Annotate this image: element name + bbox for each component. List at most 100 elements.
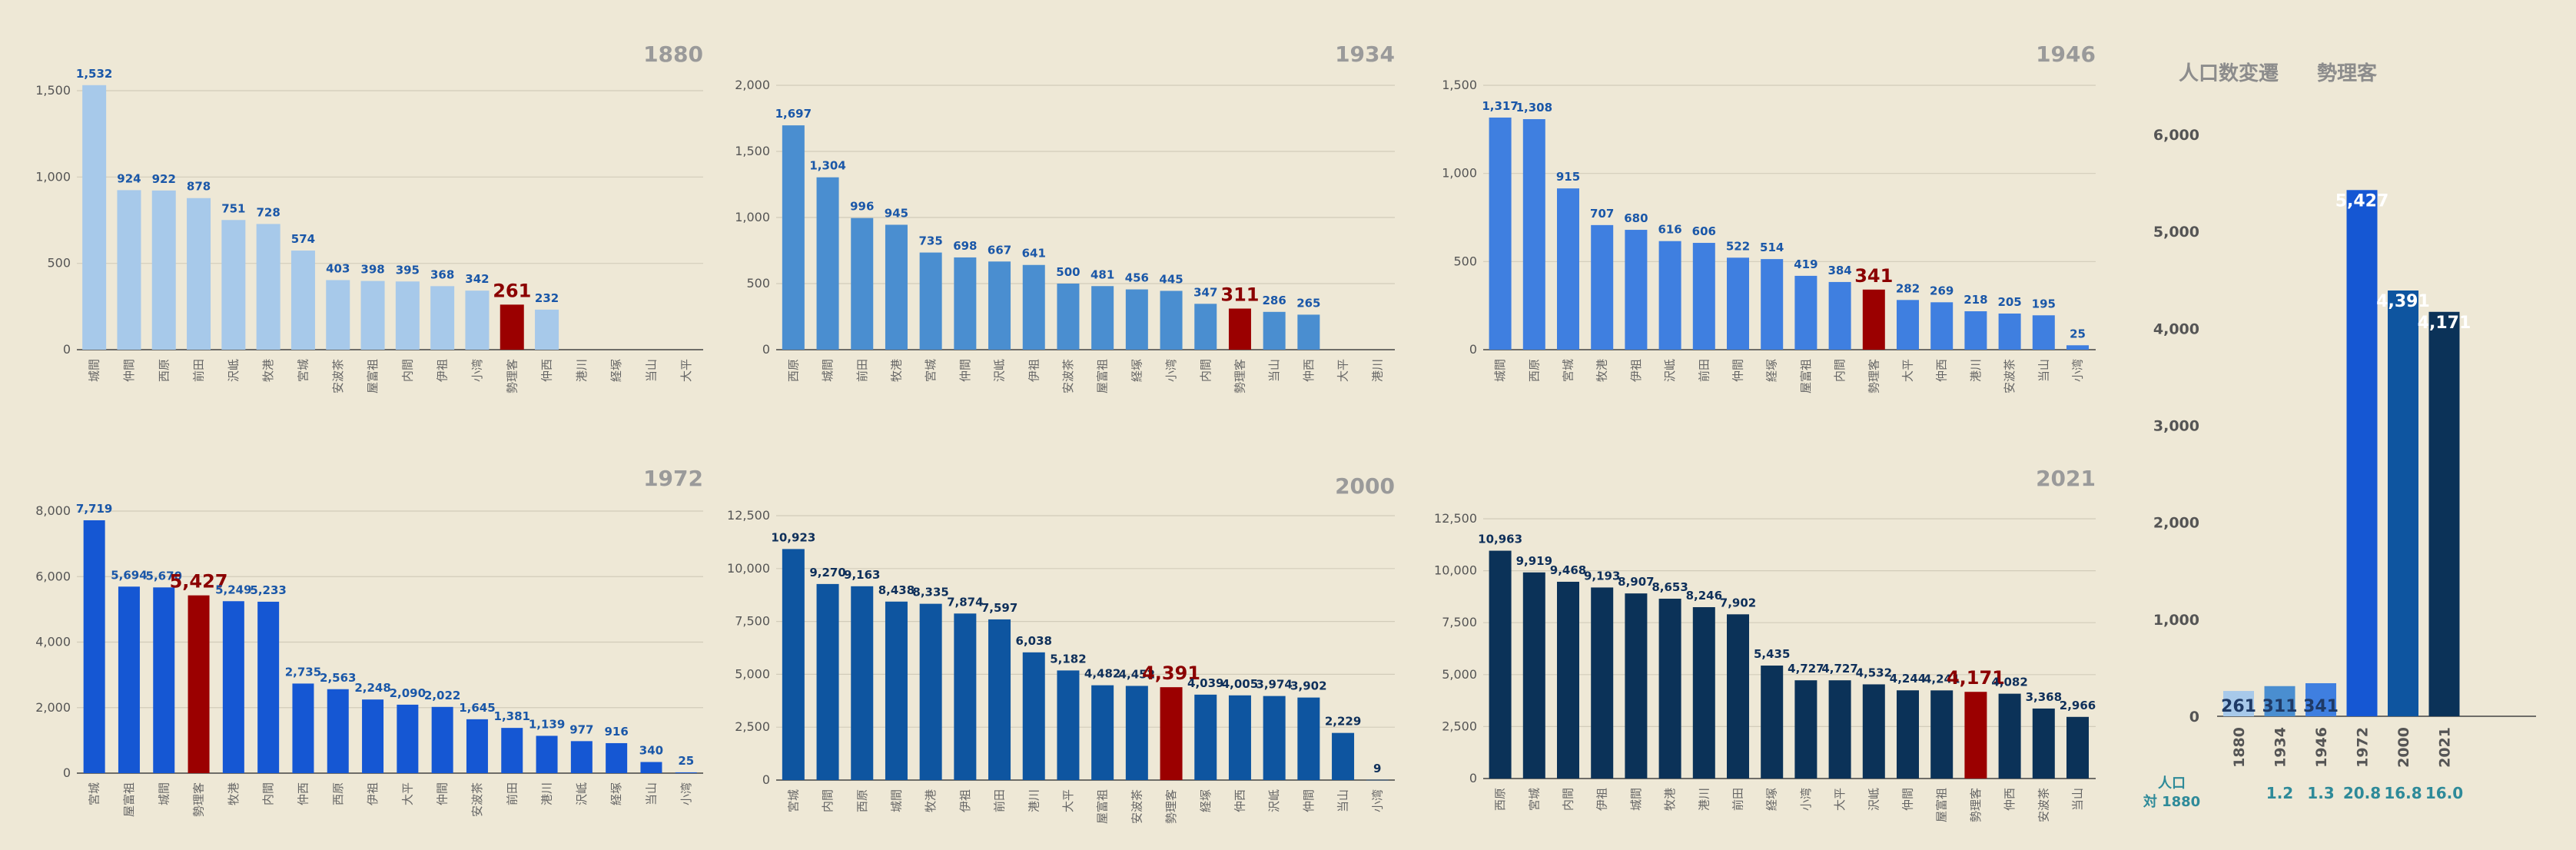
data-label: 261 [2221,697,2256,716]
data-label: 218 [1964,293,1987,307]
data-label: 10,963 [1478,533,1522,546]
x-tick-label: 前田 [1731,788,1745,811]
x-tick-label: 宮城 [1562,359,1575,382]
data-label: 2,090 [390,686,426,700]
data-label: 9,468 [1550,563,1586,577]
bar [919,252,942,350]
x-tick-label: 安波茶 [2037,788,2050,822]
x-tick-label: 伊祖 [1629,359,1643,382]
x-tick-label: 大平 [1061,789,1075,812]
data-label: 514 [1760,241,1784,254]
data-label: 395 [396,263,420,277]
x-tick-label: 西原 [157,359,171,382]
bar [1828,281,1851,350]
data-label: 25 [678,754,694,768]
data-label: 481 [1090,267,1114,281]
data-label: 1,304 [809,159,845,173]
x-tick-label: 宮城 [1527,788,1541,811]
data-label: 456 [1125,271,1149,285]
bar [1297,697,1320,780]
data-label: 878 [187,180,211,194]
x-tick-label: 経塚 [1130,359,1144,382]
bar [1091,286,1114,350]
data-label: 2,966 [2060,699,2096,712]
data-label: 4,391 [2376,292,2430,311]
data-label: 500 [1056,265,1080,279]
y-tick-label: 500 [1453,254,1477,268]
x-tick-label: 1972 [2355,727,2372,768]
bar [431,706,453,773]
x-tick-label: 西原 [786,359,800,382]
bar [1160,291,1183,350]
bar [535,309,559,350]
x-tick-label: 城間 [821,359,835,382]
x-tick-label: 当山 [644,359,658,382]
data-label: 1,308 [1516,101,1552,115]
x-tick-label: 牧港 [227,782,241,805]
y-tick-label: 2,000 [2153,515,2199,532]
data-label: 340 [639,744,663,758]
x-tick-label: 仲西 [1935,359,1949,382]
chart-title: 2000 [1335,473,1395,499]
x-tick-label: 沢岻 [1867,788,1881,811]
x-tick-label: 港川 [540,782,554,805]
x-tick-label: 仲間 [1302,789,1316,812]
x-tick-label: 大平 [1833,788,1847,811]
y-tick-label: 2,000 [735,78,770,92]
bar [1591,224,1614,350]
x-tick-label: 大平 [400,782,414,805]
ratio-value: 16.8 [2384,784,2422,802]
y-tick-label: 5,000 [735,666,770,681]
data-label: 205 [1997,295,2021,309]
bar [954,613,977,780]
x-tick-label: 屋富祖 [1096,789,1110,824]
x-tick-label: 伊祖 [1595,788,1609,811]
x-tick-label: 内間 [400,359,414,382]
data-label: 9,270 [809,566,845,579]
bar [501,728,523,773]
bar [782,125,805,350]
data-label: 641 [1022,247,1046,261]
x-tick-label: 前田 [505,782,519,805]
bar [256,224,281,350]
data-label: 5,233 [250,583,286,597]
x-tick-label: 内間 [821,789,835,812]
x-tick-label: 港川 [575,359,589,382]
x-tick-label: 大平 [1336,359,1350,382]
x-tick-label: 小湾 [470,359,484,382]
bar [536,735,558,773]
highlight-bar [1160,687,1183,780]
x-tick-label: 安波茶 [470,782,484,817]
x-tick-label: 前田 [1697,359,1711,382]
highlight-bar [1228,308,1251,350]
x-tick-label: 経塚 [1199,789,1213,812]
data-label: 4,241 [1924,672,1960,686]
data-label: 680 [1624,211,1648,225]
chart-title: 2021 [2036,466,2096,491]
bar [1263,696,1286,780]
bar [2066,345,2089,350]
bar [430,286,455,350]
x-tick-label: 沢岻 [1267,789,1281,812]
y-tick-label: 0 [63,342,71,357]
chart-summary-serikyaku: 人口数変遷 勢理客 0 1,000 2,000 3,000 4,000 5,000 6,000 2… [2143,61,2536,810]
chart-title: 1934 [1335,42,1395,67]
bar [1761,259,1784,350]
y-tick-label: 2,000 [35,700,71,715]
x-tick-label: 当山 [644,782,658,805]
y-tick-label: 1,000 [2153,612,2199,629]
bar [1228,695,1251,780]
y-tick-label: 2,500 [1442,719,1477,733]
chart-1880: 0 500 1,000 1,500 1880 1,532 城間 924 仲間 922 西原 878 前田… [35,42,703,393]
x-tick-label: 宮城 [786,789,800,812]
bar [1263,311,1286,350]
x-tick-label: 屋富祖 [366,359,380,393]
data-label: 4,171 [2418,314,2471,333]
data-label: 4,039 [1187,676,1223,690]
data-label: 7,597 [981,601,1017,615]
x-tick-label: 沢岻 [993,359,1007,382]
bar [1125,686,1148,780]
data-label: 574 [291,232,315,246]
bar [885,224,908,350]
